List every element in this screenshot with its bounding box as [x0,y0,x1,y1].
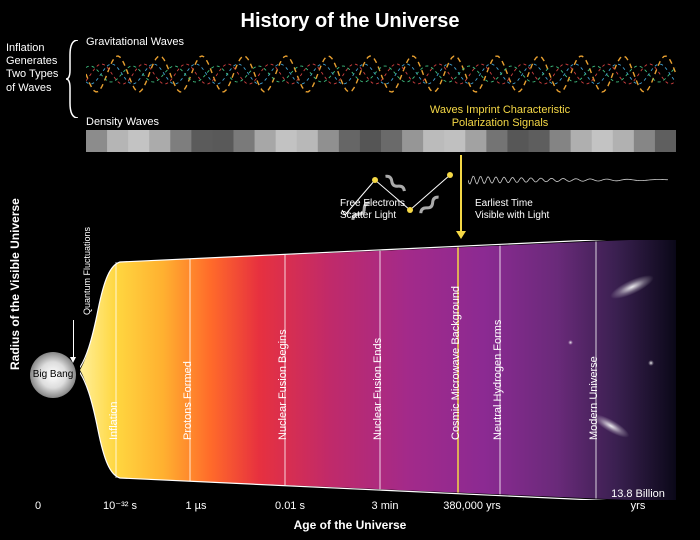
bracket-icon [66,40,78,118]
tick-label: 380,000 yrs [443,500,500,512]
light-wave-icon [468,175,668,185]
tick-label: 3 min [372,500,399,512]
cone-diagram: Inflation Protons Formed Nuclear Fusion Be… [80,240,680,500]
x-axis-label: Age of the Universe [0,518,700,532]
era-label: Neutral Hydrogen Forms [492,320,504,440]
gravitational-waves [86,50,676,98]
tick-label: 1 µs [185,500,206,512]
era-label: Protons Formed [182,361,194,440]
era-label: Nuclear Fusion Begins [277,329,289,440]
earliest-label: Earliest Time Visible with Light [475,198,549,222]
era-label: Nuclear Fusion Ends [372,338,384,440]
tick-label: 0.01 s [275,500,305,512]
imprint-label: Waves Imprint Characteristic Polarizatio… [400,104,600,130]
imprint-arrow-icon [460,155,462,235]
galaxy-icon [568,340,573,345]
qf-arrow-icon [73,320,74,360]
tick-label: 0 [35,500,41,512]
density-waves [86,130,676,152]
gravitational-waves-label: Gravitational Waves [86,36,184,48]
y-axis-label: Radius of the Visible Universe [8,198,22,370]
density-waves-label: Density Waves [86,116,159,128]
era-label: Cosmic Microwave Background [450,286,462,440]
galaxy-icon [648,360,654,366]
tick-label: 10⁻³² s [103,499,137,512]
tick-label: 13.8 Billion yrs [607,488,669,512]
era-label: Modern Universe [588,356,600,440]
quantum-fluctuations-label: Quantum Fluctuations [82,227,92,315]
era-label: Inflation [108,401,120,440]
page-title: History of the Universe [0,10,700,33]
scatter-label: Free Electrons Scatter Light [340,198,405,222]
inflation-note: Inflation Generates Two Types of Waves [6,42,66,95]
